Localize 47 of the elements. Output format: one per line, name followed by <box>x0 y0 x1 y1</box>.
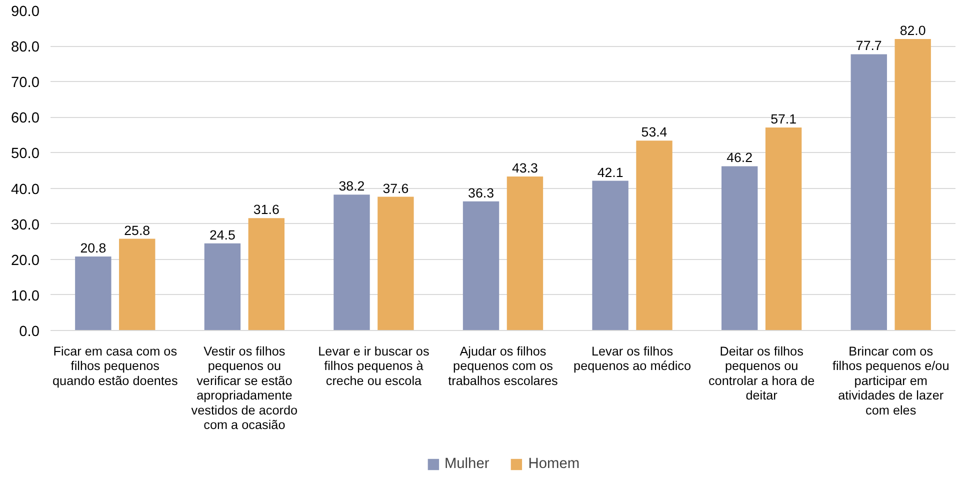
data-label: 57.1 <box>770 111 797 126</box>
bar <box>721 166 758 330</box>
y-tick-label: 40.0 <box>10 182 40 198</box>
bar <box>506 176 544 330</box>
y-tick-label: 10.0 <box>10 288 40 304</box>
data-label: 77.7 <box>856 38 882 54</box>
legend-label: Mulher <box>444 456 490 472</box>
y-tick-label: 50.0 <box>10 146 40 162</box>
bar <box>894 38 931 330</box>
y-tick-label: 0.0 <box>19 324 40 340</box>
y-tick-label: 30.0 <box>10 217 40 234</box>
y-tick-label: 70.0 <box>10 75 40 92</box>
bar <box>119 238 156 330</box>
bar <box>636 140 672 330</box>
x-tick-label: Ficar em casa com os filhos pequenos quando estão doentes <box>52 344 178 388</box>
y-tick-label: 60.0 <box>10 110 40 127</box>
bar <box>75 256 112 330</box>
bar <box>378 196 414 330</box>
data-label: 31.6 <box>253 202 280 218</box>
y-tick-label: 20.0 <box>10 252 40 269</box>
y-tick-label: 80.0 <box>10 40 40 56</box>
bar <box>850 54 887 330</box>
bar <box>248 218 285 330</box>
data-label: 53.4 <box>641 124 668 140</box>
legend-label: Homem <box>528 456 580 472</box>
data-label: 36.3 <box>468 185 494 200</box>
bar <box>462 201 500 330</box>
x-tick-label: Vestir os filhos pequenos ou verificar se estão apropriadamente vestidos de acordo com a ocasião <box>191 344 298 432</box>
data-label: 38.2 <box>338 178 365 194</box>
x-tick-label: Levar e ir buscar os filhos pequenos à creche ou escola <box>318 344 430 388</box>
data-label: 24.5 <box>209 227 236 242</box>
bar <box>204 243 241 330</box>
data-label: 43.3 <box>512 160 538 176</box>
x-tick-label: Ajudar os filhos pequenos com os trabalhos escolares <box>448 344 558 388</box>
bar <box>334 194 370 330</box>
data-label: 42.1 <box>597 164 624 180</box>
bar <box>592 180 628 330</box>
y-tick-label: 90.0 <box>10 4 40 20</box>
data-label: 82.0 <box>900 22 926 38</box>
x-tick-label: Brincar com os filhos pequenos e/ou participar em atividades de lazer com eles <box>832 344 950 418</box>
data-label: 25.8 <box>124 222 150 238</box>
bar <box>765 127 802 330</box>
data-label: 37.6 <box>382 180 409 196</box>
data-label: 46.2 <box>726 150 753 166</box>
data-label: 20.8 <box>80 240 106 256</box>
x-tick-label: Levar os filhos pequenos ao médico <box>574 344 692 374</box>
x-tick-label: Deitar os filhos pequenos ou controlar a hora de deitar <box>708 344 815 403</box>
